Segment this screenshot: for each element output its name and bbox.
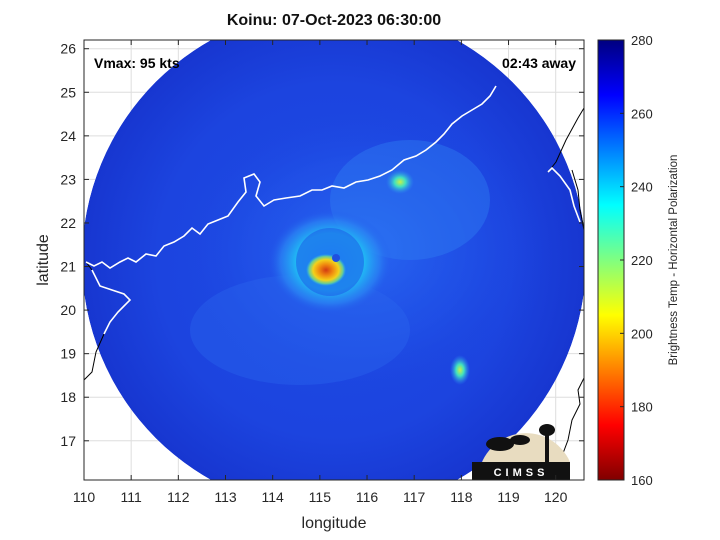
logo-tower-icon: [545, 432, 549, 462]
colorbar-tick-label-180: 180: [631, 400, 653, 415]
x-tick-label-119: 119: [497, 489, 520, 505]
colorbar-label: Brightness Temp - Horizontal Polarizatio…: [668, 155, 680, 366]
logo-dish-icon: [486, 437, 514, 451]
logo-text: CIMSS: [494, 467, 549, 479]
logo-banner: [472, 462, 570, 480]
convective-cell-north: [386, 170, 414, 194]
colorbar-tick-label-260: 260: [631, 106, 653, 121]
y-tick-label-25: 25: [60, 84, 76, 100]
eye-core: [306, 254, 346, 286]
eye-center: [332, 254, 340, 262]
y-tick-label-21: 21: [60, 259, 76, 275]
coastline-china-white: [85, 85, 497, 269]
y-tick-label-26: 26: [60, 41, 76, 57]
coastline-east-white: [547, 166, 581, 223]
convective-cell-southeast: [450, 355, 470, 385]
x-axis-ticks: 110 111 112 113 114 115 116 117 118 119 120: [73, 40, 568, 505]
time-away-label: 02:43 away: [502, 55, 576, 71]
y-tick-label-24: 24: [60, 128, 76, 144]
x-tick-label-118: 118: [450, 489, 473, 505]
x-tick-label-116: 116: [356, 489, 379, 505]
y-tick-label-20: 20: [60, 302, 76, 318]
colorbar-ticks: 160 180 200 220 240 260 280: [620, 33, 653, 488]
y-tick-label-17: 17: [60, 433, 76, 449]
x-axis-label: longitude: [302, 515, 367, 532]
map-title: Koinu: 07-Oct-2023 06:30:00: [226, 12, 442, 29]
y-tick-label-22: 22: [60, 215, 76, 231]
colorbar-tick-label-280: 280: [631, 33, 653, 48]
y-tick-label-23: 23: [60, 171, 76, 187]
colorbar-tick-label-240: 240: [631, 180, 653, 195]
x-tick-label-114: 114: [262, 489, 285, 505]
colorbar-tick-label-220: 220: [631, 253, 653, 268]
x-tick-label-110: 110: [73, 489, 96, 505]
x-tick-label-115: 115: [309, 489, 332, 505]
x-tick-label-113: 113: [214, 489, 237, 505]
logo-dish-small-icon: [510, 435, 530, 445]
x-tick-label-112: 112: [167, 489, 190, 505]
colorbar-tick-label-200: 200: [631, 326, 653, 341]
axes-frame: [83, 39, 585, 481]
x-tick-label-120: 120: [544, 489, 568, 505]
x-tick-label-117: 117: [403, 489, 426, 505]
microwave-swath: [84, 40, 584, 480]
colorbar-tick-label-160: 160: [631, 473, 653, 488]
y-tick-label-19: 19: [60, 346, 76, 362]
y-axis-ticks: 17 18 19 20 21 22 23 24 25 26: [60, 41, 584, 449]
coastline-hainan-white: [91, 269, 132, 335]
y-axis-label: latitude: [35, 234, 52, 286]
x-tick-label-111: 111: [121, 489, 142, 505]
cimss-logo: CIMSS: [472, 424, 570, 480]
logo-tank-icon: [539, 424, 555, 436]
vmax-label: Vmax: 95 kts: [94, 55, 180, 71]
y-tick-label-18: 18: [60, 389, 76, 405]
coastline-east-black-south: [571, 169, 584, 231]
coastline-east-black-north: [547, 107, 584, 173]
colorbar: [597, 39, 625, 481]
